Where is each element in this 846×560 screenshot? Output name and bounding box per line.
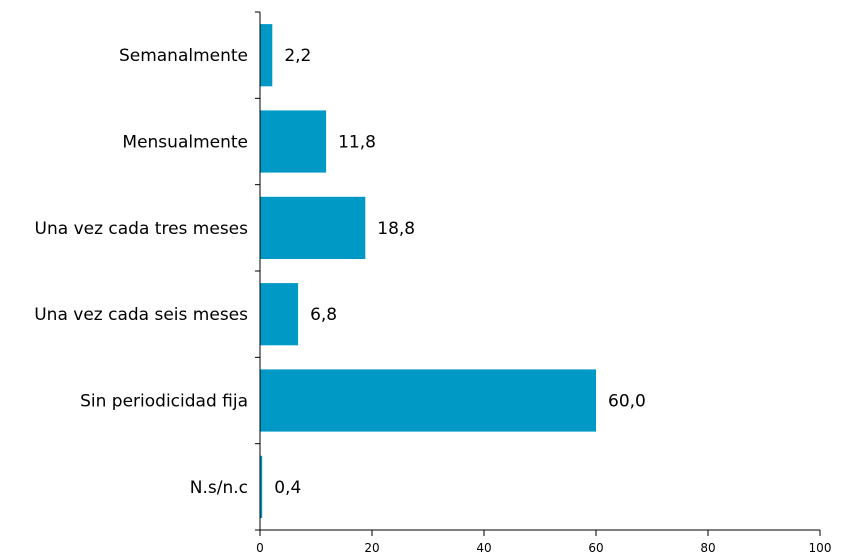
- bar-0: [260, 24, 273, 87]
- bars-group: [260, 24, 596, 518]
- category-label-0: Semanalmente: [119, 46, 248, 66]
- bar-5: [260, 455, 263, 518]
- bar-4: [260, 369, 596, 432]
- value-label-5: 0,4: [274, 478, 301, 498]
- value-label-1: 11,8: [338, 133, 376, 153]
- bar-3: [260, 283, 299, 346]
- category-label-4: Sin periodicidad fija: [80, 392, 248, 412]
- category-label-1: Mensualmente: [122, 133, 248, 153]
- category-label-3: Una vez cada seis meses: [34, 305, 248, 325]
- value-label-3: 6,8: [310, 305, 337, 325]
- bar-2: [260, 196, 366, 259]
- value-label-4: 60,0: [608, 392, 646, 412]
- x-tick-label-1: 20: [364, 541, 379, 555]
- bar-1: [260, 110, 327, 173]
- value-label-2: 18,8: [377, 219, 415, 239]
- labels-group: Semanalmente 2,2 Mensualmente 11,8 Una vez c…: [34, 46, 646, 498]
- x-tick-label-4: 80: [700, 541, 715, 555]
- axes-group: 0 20 40 60 80 100: [255, 11, 832, 555]
- x-tick-label-0: 0: [256, 541, 264, 555]
- category-label-2: Una vez cada tres meses: [35, 219, 249, 239]
- x-tick-label-3: 60: [588, 541, 603, 555]
- x-tick-label-2: 40: [476, 541, 491, 555]
- value-label-0: 2,2: [284, 46, 311, 66]
- x-tick-label-5: 100: [809, 541, 832, 555]
- category-label-5: N.s/n.c: [190, 478, 248, 498]
